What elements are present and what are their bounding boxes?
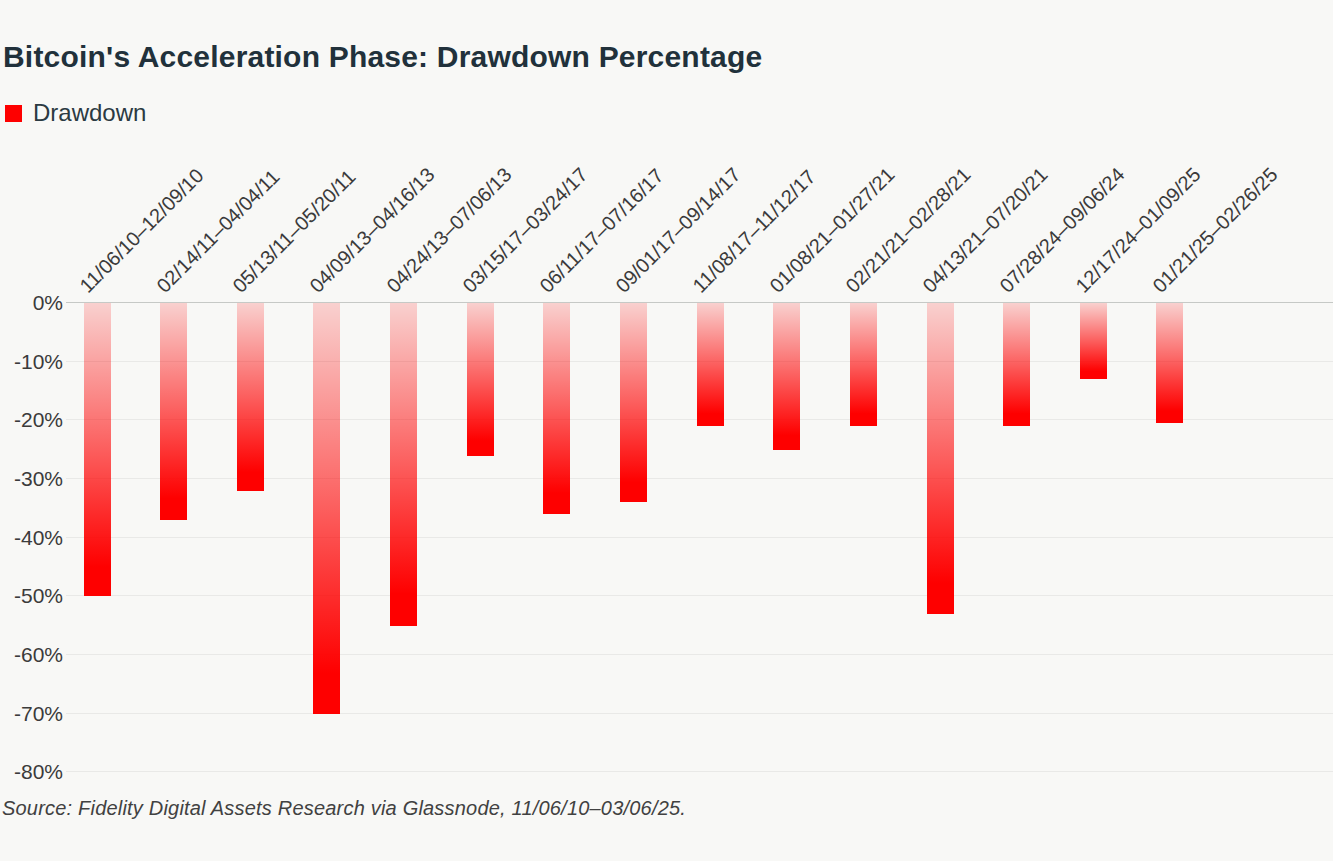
y-axis-tick-label: -20% xyxy=(0,408,63,431)
bar-drawdown xyxy=(773,303,800,450)
bar-drawdown xyxy=(1080,303,1107,379)
bar-drawdown xyxy=(160,303,187,520)
gridline xyxy=(66,595,1333,596)
bar-drawdown xyxy=(313,303,340,714)
bar-drawdown xyxy=(84,303,111,596)
y-axis-tick-label: -60% xyxy=(0,643,63,666)
y-axis-tick-label: -70% xyxy=(0,702,63,725)
y-axis-tick-label: -40% xyxy=(0,526,63,549)
bar-drawdown xyxy=(697,303,724,426)
bar-drawdown xyxy=(1003,303,1030,426)
bar-drawdown xyxy=(850,303,877,426)
gridline xyxy=(66,654,1333,655)
y-axis-tick-label: 0% xyxy=(0,291,63,314)
y-axis-tick-label: -30% xyxy=(0,467,63,490)
gridline xyxy=(66,771,1333,772)
bar-drawdown xyxy=(620,303,647,502)
bar-drawdown xyxy=(1156,303,1183,423)
bar-drawdown xyxy=(467,303,494,456)
y-axis-tick-label: -10% xyxy=(0,350,63,373)
source-note: Source: Fidelity Digital Assets Research… xyxy=(2,797,686,820)
y-axis-tick-label: -50% xyxy=(0,584,63,607)
gridline xyxy=(66,713,1333,714)
chart-canvas: Bitcoin's Acceleration Phase: Drawdown P… xyxy=(0,0,1333,861)
bar-drawdown xyxy=(237,303,264,491)
bar-drawdown xyxy=(543,303,570,514)
y-axis-tick-label: -80% xyxy=(0,760,63,783)
plot-area: 0%-10%-20%-30%-40%-50%-60%-70%-80%11/06/… xyxy=(0,0,1333,861)
bar-drawdown xyxy=(927,303,954,614)
gridline xyxy=(66,537,1333,538)
bar-drawdown xyxy=(390,303,417,626)
